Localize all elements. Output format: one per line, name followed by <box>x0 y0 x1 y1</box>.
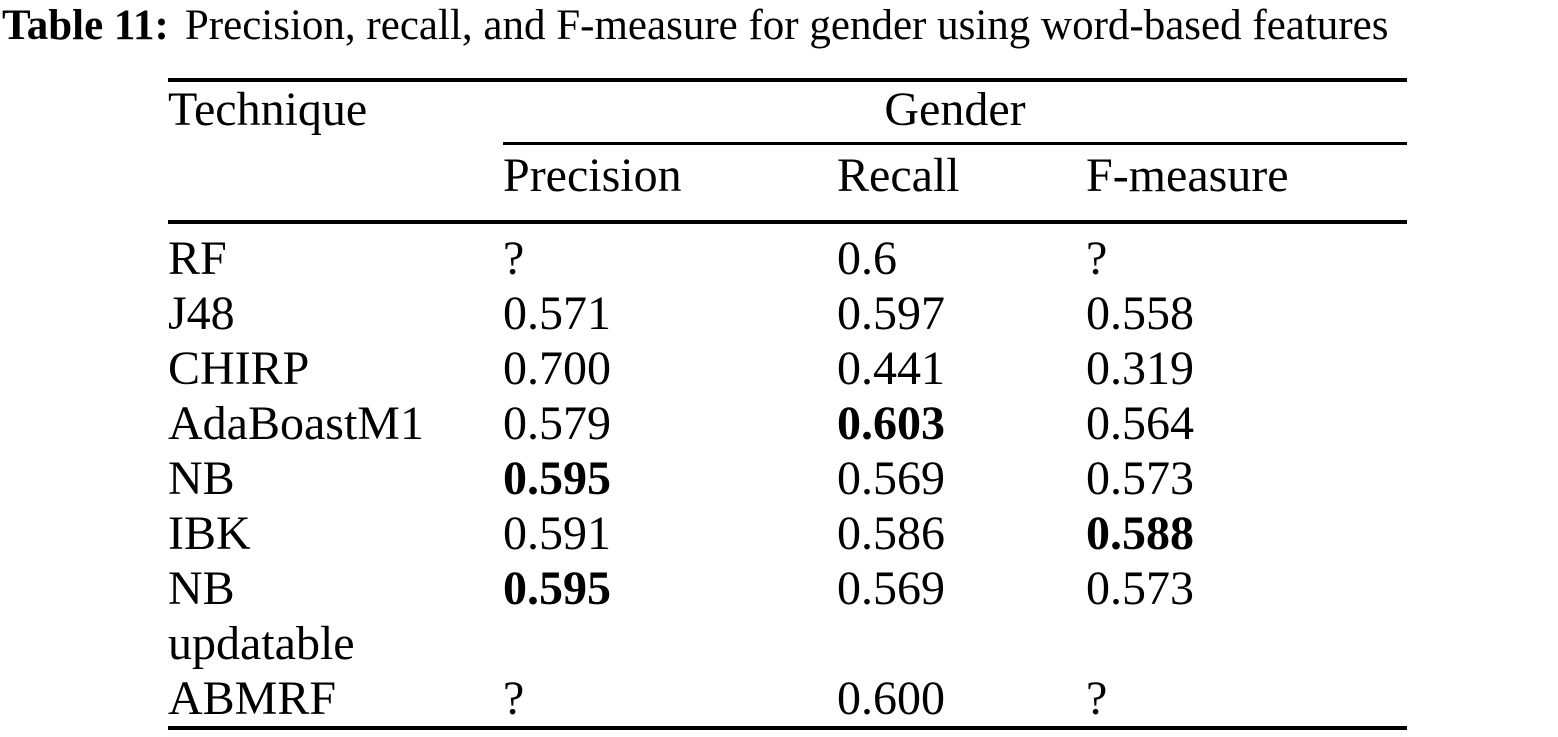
table-row: J48 0.571 0.597 0.558 <box>168 286 1407 341</box>
group-header-row: Technique Gender <box>168 80 1408 145</box>
header-precision: Precision <box>503 149 682 202</box>
technique-cell: J48 <box>168 287 235 340</box>
fmeasure-cell: 0.558 <box>1086 287 1194 340</box>
fmeasure-cell: 0.319 <box>1086 342 1194 395</box>
recall-cell: 0.441 <box>837 342 945 395</box>
header-fmeasure: F-measure <box>1086 149 1289 202</box>
precision-cell: 0.700 <box>503 342 611 395</box>
technique-cell: ABMRF <box>168 672 337 725</box>
header-gender: Gender <box>503 80 1408 145</box>
precision-cell: 0.571 <box>503 287 611 340</box>
table-row: NB updatable 0.595 0.569 0.573 <box>168 561 1407 671</box>
recall-cell: 0.600 <box>837 672 945 725</box>
table-header: Technique Gender Precision Recall F-meas… <box>168 80 1408 223</box>
precision-cell: 0.595 <box>503 452 611 505</box>
caption-text: Precision, recall, and F-measure for gen… <box>184 2 1389 49</box>
fmeasure-cell: 0.588 <box>1086 507 1194 560</box>
fmeasure-cell: ? <box>1086 220 1408 286</box>
technique-cell: NB updatable <box>168 561 503 671</box>
technique-line1: NB <box>168 562 235 615</box>
fmeasure-cell: 0.564 <box>1086 397 1194 450</box>
precision-cell: ? <box>503 672 525 725</box>
recall-cell: 0.597 <box>837 287 945 340</box>
recall-cell: 0.569 <box>837 452 945 505</box>
table-row: CHIRP 0.700 0.441 0.319 <box>168 341 1407 396</box>
fmeasure-cell: 0.573 <box>1086 452 1194 505</box>
table-row: ABMRF ? 0.600 ? <box>168 671 1407 728</box>
table-row: IBK 0.591 0.586 0.588 <box>168 506 1407 561</box>
header-technique: Technique <box>168 83 368 136</box>
results-table: Technique Gender Precision Recall F-meas… <box>168 78 1408 730</box>
technique-cell: RF <box>168 220 503 286</box>
fmeasure-cell: ? <box>1086 672 1108 725</box>
recall-cell: 0.6 <box>837 220 1086 286</box>
table-row: AdaBoastM1 0.579 0.603 0.564 <box>168 396 1407 451</box>
caption-label: Table 11: <box>2 2 169 49</box>
recall-cell: 0.603 <box>837 397 945 450</box>
precision-cell: 0.595 <box>503 562 611 615</box>
table-caption: Table 11: Precision, recall, and F-measur… <box>2 2 1388 50</box>
precision-cell: 0.591 <box>503 507 611 560</box>
technique-cell: NB <box>168 452 235 505</box>
header-recall: Recall <box>837 149 960 202</box>
precision-cell: ? <box>503 220 837 286</box>
technique-cell: AdaBoastM1 <box>168 397 424 450</box>
technique-cell: CHIRP <box>168 342 310 395</box>
fmeasure-cell: 0.573 <box>1086 562 1194 615</box>
table-body: RF ? 0.6 ? J48 0.571 0.597 0.558 CHIRP 0… <box>168 220 1408 728</box>
recall-cell: 0.586 <box>837 507 945 560</box>
technique-cell: IBK <box>168 507 251 560</box>
table-row: NB 0.595 0.569 0.573 <box>168 451 1407 506</box>
technique-line2: updatable <box>168 617 355 670</box>
precision-cell: 0.579 <box>503 397 611 450</box>
recall-cell: 0.569 <box>837 562 945 615</box>
sub-header-row: Precision Recall F-measure <box>168 144 1407 223</box>
table-row: RF ? 0.6 ? <box>168 220 1408 286</box>
